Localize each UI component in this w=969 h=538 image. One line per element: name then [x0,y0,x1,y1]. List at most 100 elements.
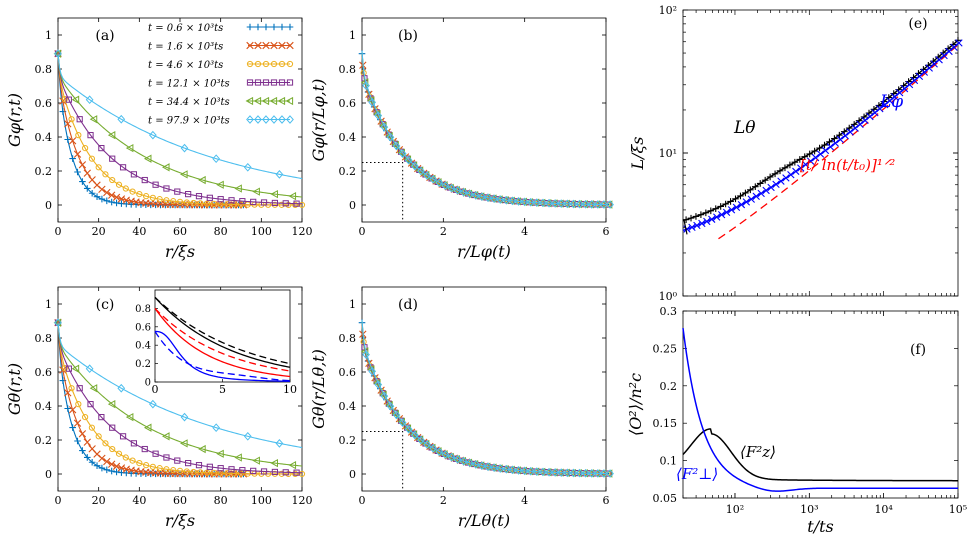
marker-circle [102,440,109,447]
inset-curve-pured-dashed [154,307,291,372]
marker-diamond [484,193,492,203]
marker-diamond [149,399,157,409]
marker-triangle [71,95,80,104]
marker-diamond [563,199,572,209]
marker-square [65,96,72,103]
panel-label: (e) [908,16,927,32]
marker-square [293,200,300,207]
marker-diamond [575,199,584,209]
legend-marker [277,96,286,106]
legend-marker [286,79,294,86]
marker-square [87,401,94,408]
x-tick-label: 6 [603,225,610,238]
marker-plus [113,468,120,476]
marker-square [119,164,127,171]
marker-diamond [496,195,505,204]
ltheta-marker [722,200,729,208]
lphi-marker [767,183,775,192]
series-line-yellow [361,323,607,475]
marker-diamond [545,198,553,208]
legend-marker [254,79,262,86]
legend-entry-label: t = 34.4 × 10³ts [148,97,230,108]
series-line-blue [361,325,607,475]
y-tick-label: 1 [349,29,356,42]
legend-marker [254,60,262,68]
inset-y-tick-label: 0.2 [135,359,151,370]
lphi-marker [836,135,844,144]
ltheta-marker [732,195,739,203]
marker-square [185,460,192,467]
marker-circle [190,468,197,476]
marker-circle [143,462,150,469]
marker-triangle [107,130,116,140]
lphi-marker [747,195,755,203]
marker-diamond [368,97,377,107]
marker-circle [183,199,190,206]
lphi-marker [890,93,899,101]
marker-cross [78,161,87,169]
marker-circle [102,171,109,178]
legend-marker [286,60,294,68]
marker-square [282,200,289,207]
marker-triangle [288,461,297,470]
lphi-marker [881,101,889,109]
marker-triangle [234,184,242,193]
panel-label: (c) [96,297,115,313]
inset-frame [154,289,291,383]
marker-circle [136,191,143,198]
lphi-marker [708,215,716,223]
lphi-marker [920,68,929,76]
legend-marker [278,60,286,68]
y-tick-label: 0.2 [339,165,357,178]
y-axis-label: L/ξs [628,136,647,170]
series-line-green [361,52,607,206]
marker-circle [115,450,123,457]
x-tick-label: 20 [92,225,106,238]
inset-curve-pureblue-solid [154,330,291,382]
x-axis-label: t/ts [807,517,833,536]
marker-diamond [435,447,444,457]
legend-marker [270,79,278,86]
legend-marker [261,96,270,106]
legend-marker [254,23,262,31]
marker-diamond [54,318,62,328]
legend-entry-label: t = 12.1 × 10³ts [148,79,230,90]
marker-diamond [465,458,474,468]
fit-annotation: [t/ ln(t/t₀)]¹ᐟ² [800,156,895,174]
x-tick-label: 10³ [800,503,818,516]
marker-diamond [459,187,468,197]
lphi-marker [915,72,924,81]
x-tick-label: 10⁴ [874,503,893,516]
marker-circle [176,467,184,474]
y-tick-label: 0.3 [660,305,678,318]
inset-x-tick-label: 5 [219,383,226,396]
legend-marker [245,96,254,106]
marker-triangle [89,384,98,393]
marker-square [130,440,138,447]
marker-circle [237,470,245,477]
marker-diamond [459,456,468,466]
marker-triangle [125,412,134,422]
marker-diamond [447,183,456,193]
marker-circle [197,200,204,207]
y-tick-label: 0.8 [339,332,357,345]
legend-marker [270,23,278,31]
marker-diamond [508,196,517,206]
marker-circle [163,197,170,204]
y-tick-label: 1 [45,298,52,311]
marker-plus [108,198,115,206]
marker-plus [98,195,106,203]
marker-triangle [162,163,170,172]
x-tick-label: 0 [55,225,62,238]
series-line-cyan [57,322,303,449]
marker-triangle [107,399,116,409]
ltheta-marker [831,135,838,142]
y-tick-label: 0.4 [339,131,357,144]
marker-square [174,457,181,464]
marker-plus [113,199,120,207]
marker-circle [210,469,217,477]
marker-diamond [453,186,462,195]
lphi-marker [772,180,780,189]
marker-diamond [471,191,480,200]
ltheta-marker [682,216,690,223]
